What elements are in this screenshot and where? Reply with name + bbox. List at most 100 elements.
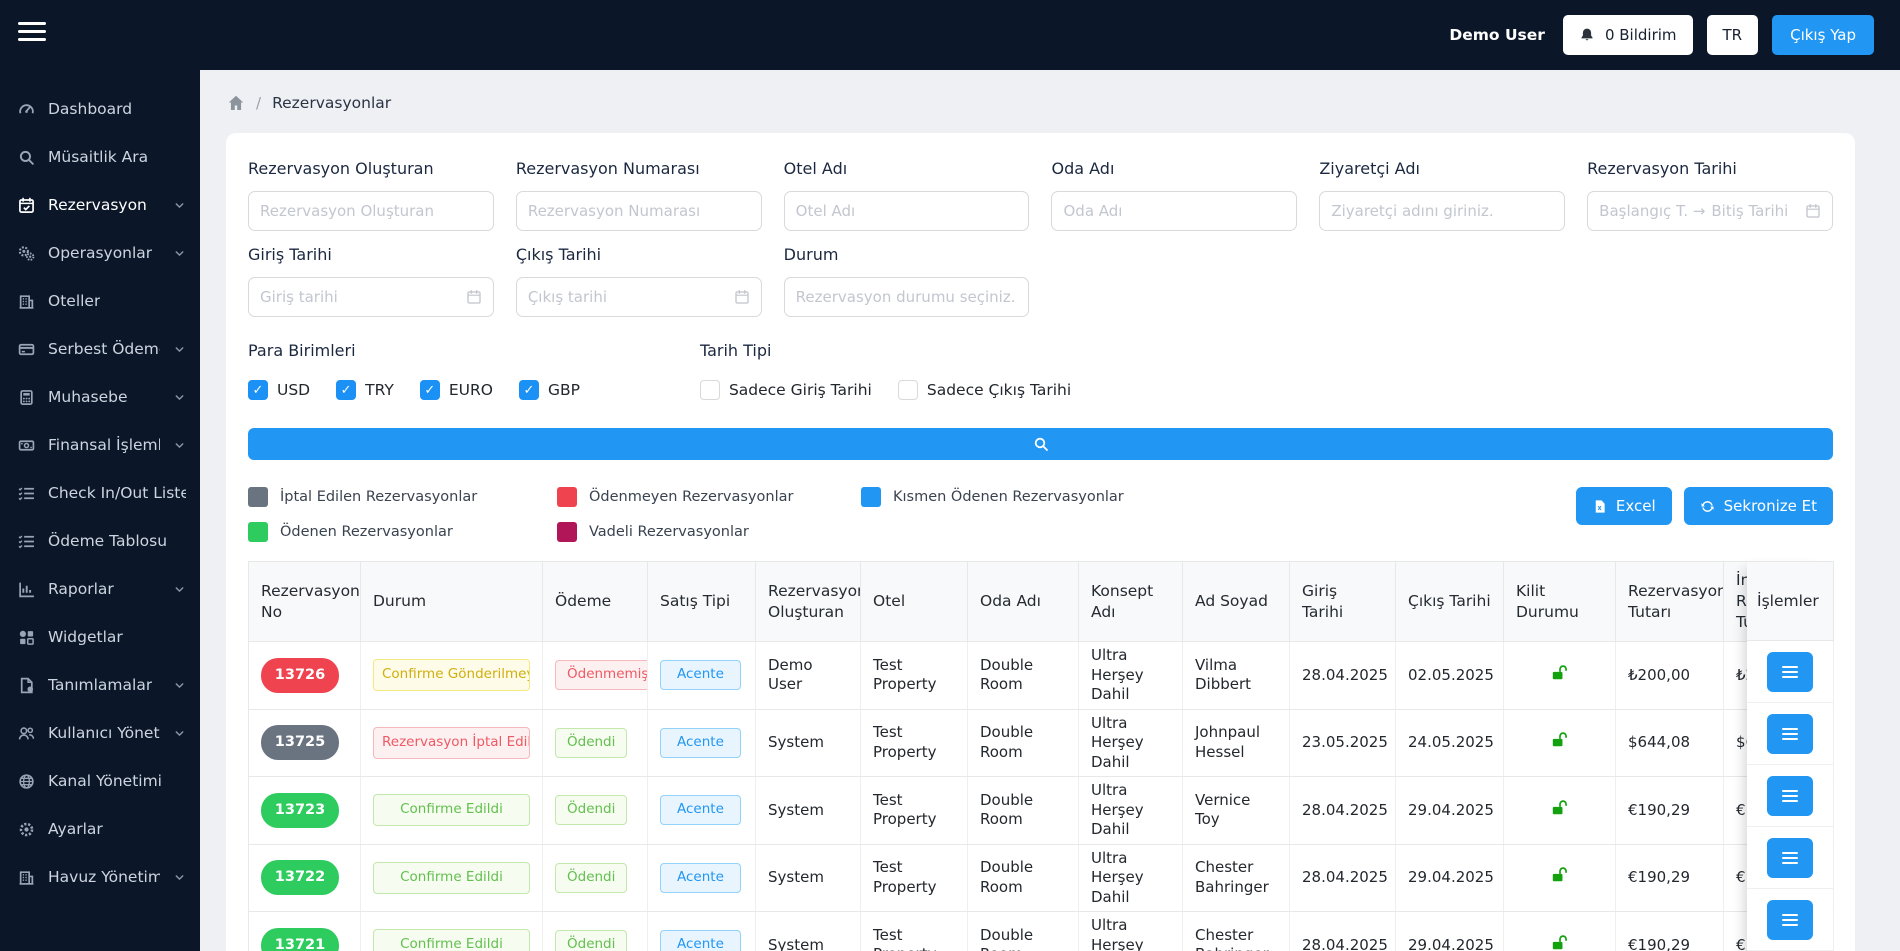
sidebar-item-kullan-c-y-neti[interactable]: Kullanıcı Yöneti... xyxy=(0,709,200,757)
cell-cikis-tarihi: 02.05.2025 xyxy=(1395,641,1504,710)
col-otel: Otel xyxy=(860,561,968,642)
filter-input[interactable] xyxy=(795,202,1018,220)
notifications-button[interactable]: 0 Bildirim xyxy=(1562,15,1693,55)
excel-button[interactable]: Excel xyxy=(1575,487,1672,525)
sidebar-item-label: Raporlar xyxy=(48,580,114,598)
row-actions-button[interactable] xyxy=(1767,837,1813,878)
date-start-input[interactable] xyxy=(1599,202,1687,220)
checkbox-option[interactable]: GBP xyxy=(518,380,580,400)
sidebar-item-dashboard[interactable]: Dashboard xyxy=(0,85,200,133)
row-actions-button[interactable] xyxy=(1767,651,1813,692)
row-actions-button[interactable] xyxy=(1767,775,1813,816)
sidebar-item-serbest-deme[interactable]: Serbest Ödeme... xyxy=(0,325,200,373)
filter-input[interactable] xyxy=(1063,202,1286,220)
cell-otel: Test Property xyxy=(860,844,968,912)
cell-odeme: Ödendi xyxy=(542,844,648,912)
search-button[interactable] xyxy=(248,428,1833,460)
search-icon xyxy=(1033,436,1049,452)
cell-satis-tipi: Acente xyxy=(647,911,756,951)
reservation-no-badge: 13723 xyxy=(261,792,339,828)
sidebar-item-raporlar[interactable]: Raporlar xyxy=(0,565,200,613)
filter-input[interactable] xyxy=(260,288,460,306)
dashboard-icon xyxy=(18,101,35,118)
menu-toggle-icon[interactable] xyxy=(18,22,48,41)
calendar-icon xyxy=(1805,203,1821,219)
cell-giris-tarihi: 23.05.2025 xyxy=(1289,709,1396,777)
reservations-card: Rezervasyon Oluşturan Rezervasyon Numara… xyxy=(226,133,1855,951)
col-ad-soyad: Ad Soyad xyxy=(1182,561,1290,642)
row-actions-button[interactable] xyxy=(1767,899,1813,940)
cell-ad-soyad: Chester Bahringer xyxy=(1182,911,1290,951)
main-content: / Rezervasyonlar Rezervasyon Oluşturan R… xyxy=(200,70,1900,951)
date-type-group-label: Tarih Tipi xyxy=(699,341,772,360)
building-icon xyxy=(18,293,35,310)
filter-field-box xyxy=(248,191,494,231)
notifications-label: 0 Bildirim xyxy=(1604,26,1677,44)
sidebar-item-rezervasyon[interactable]: Rezervasyon xyxy=(0,181,200,229)
logout-button[interactable]: Çıkış Yap xyxy=(1772,15,1874,55)
cell-odeme: Ödendi xyxy=(542,709,648,777)
language-button[interactable]: TR xyxy=(1706,15,1759,55)
checkbox-option[interactable]: Sadece Çıkış Tarihi xyxy=(897,380,1071,400)
sidebar-item-deme-tablosu[interactable]: Ödeme Tablosu xyxy=(0,517,200,565)
cell-cikis-tarihi: 29.04.2025 xyxy=(1395,776,1504,845)
actions-slot xyxy=(1747,765,1833,827)
legend-item: Kısmen Ödenen Rezervasyonlar xyxy=(861,487,1576,507)
cell-kilit-durumu xyxy=(1503,709,1616,777)
col-oda-adi: Oda Adı xyxy=(967,561,1079,642)
sidebar-item-kanal-y-netimi[interactable]: Kanal Yönetimi xyxy=(0,757,200,805)
cell-olusturan: Demo User xyxy=(755,641,861,710)
sync-button[interactable]: Sekronize Et xyxy=(1683,487,1833,525)
sidebar-item-finansal-i-lemler[interactable]: Finansal İşlemler xyxy=(0,421,200,469)
filter-field: Rezervasyon Oluşturan xyxy=(248,159,494,231)
sidebar-item-check-in-out-listesi[interactable]: Check In/Out Listesi xyxy=(0,469,200,517)
sidebar-item-ayarlar[interactable]: Ayarlar xyxy=(0,805,200,853)
cell-giris-tarihi: 28.04.2025 xyxy=(1289,844,1396,912)
sidebar-item-tan-mlamalar[interactable]: Tanımlamalar xyxy=(0,661,200,709)
filter-input[interactable] xyxy=(527,202,750,220)
checkbox-option[interactable]: EURO xyxy=(419,380,493,400)
sidebar-item-m-saitlik-ara[interactable]: Müsaitlik Ara xyxy=(0,133,200,181)
sidebar-item-label: Kullanıcı Yöneti... xyxy=(48,724,160,742)
filter-field: Otel Adı xyxy=(783,159,1030,231)
cell-kilit-durumu xyxy=(1503,641,1616,710)
filter-field: Ziyaretçi Adı xyxy=(1319,159,1566,231)
sale-type-badge: Acente xyxy=(660,930,741,951)
excel-label: Excel xyxy=(1615,497,1656,515)
cell-kilit-durumu xyxy=(1503,911,1616,951)
search-icon xyxy=(18,149,35,166)
checkbox-option[interactable]: USD xyxy=(248,380,310,400)
cell-olusturan: System xyxy=(755,709,861,777)
top-navbar: Demo User 0 Bildirim TR Çıkış Yap xyxy=(0,0,1900,70)
filter-input[interactable] xyxy=(1331,202,1554,220)
cell-durum: Confirme Edildi xyxy=(360,844,543,912)
cell-konsept-adi: Ultra Herşey Dahil xyxy=(1078,709,1183,777)
row-actions-button[interactable] xyxy=(1767,713,1813,754)
filter-input[interactable] xyxy=(795,288,1018,306)
sidebar-item-label: Operasyonlar xyxy=(48,244,153,262)
reservation-no-badge: 13725 xyxy=(261,725,339,761)
date-end-input[interactable] xyxy=(1711,202,1799,220)
sidebar-item-widgetlar[interactable]: Widgetlar xyxy=(0,613,200,661)
reservations-table: Rezervasyon No Durum Ödeme Satış Tipi Re… xyxy=(248,561,1834,951)
cell-otel: Test Property xyxy=(860,709,968,777)
sidebar-item-operasyonlar[interactable]: Operasyonlar xyxy=(0,229,200,277)
checkbox-option[interactable]: Sadece Giriş Tarihi xyxy=(699,380,872,400)
filter-input[interactable] xyxy=(260,202,482,220)
sidebar-item-havuz-y-netimi[interactable]: Havuz Yönetimi xyxy=(0,853,200,901)
sidebar-item-label: Check In/Out Listesi xyxy=(48,484,186,502)
table-row: 13725 Rezervasyon İptal Edildi Ödendi Ac… xyxy=(248,709,1834,777)
sidebar-item-muhasebe[interactable]: Muhasebe xyxy=(0,373,200,421)
col-durum: Durum xyxy=(360,561,543,642)
cell-olusturan: System xyxy=(755,776,861,845)
cell-kilit-durumu xyxy=(1503,776,1616,845)
sidebar-item-label: Tanımlamalar xyxy=(48,676,153,694)
sidebar-item-oteller[interactable]: Oteller xyxy=(0,277,200,325)
filter-field-box xyxy=(1051,191,1298,231)
home-icon[interactable] xyxy=(227,94,245,112)
report-icon xyxy=(18,581,35,598)
checkbox-option[interactable]: TRY xyxy=(336,380,394,400)
status-badge: Confirme Edildi xyxy=(373,861,530,894)
filter-input[interactable] xyxy=(527,288,728,306)
